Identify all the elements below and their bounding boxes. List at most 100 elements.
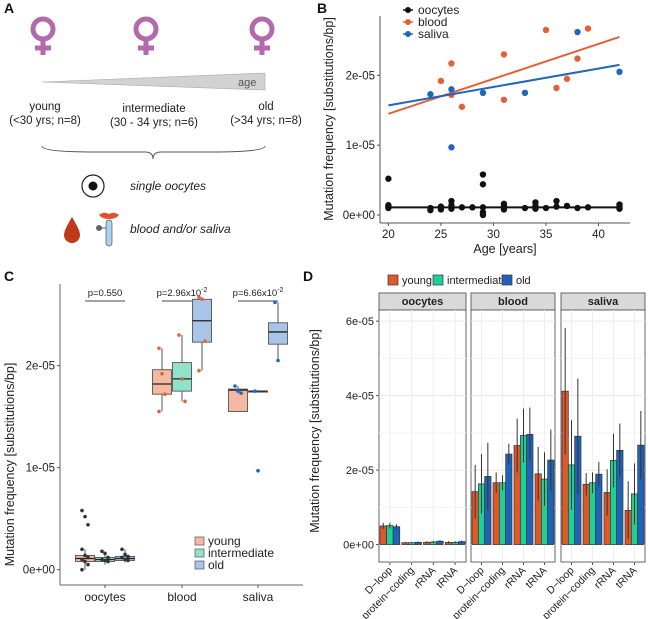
facet-label: oocytes	[402, 296, 444, 308]
legend-key	[432, 274, 444, 286]
bar	[498, 482, 507, 545]
panel-letter-b: B	[317, 0, 328, 16]
data-point	[86, 555, 90, 560]
data-point	[197, 295, 201, 300]
box-blood-intermediate	[172, 333, 192, 404]
legend-label: old	[516, 275, 531, 287]
series-saliva	[388, 28, 623, 151]
chart-c-boxplot: 0e+00 1e-05 2e-05 oocytes blood saliva Mutatio…	[3, 284, 303, 604]
group-label-intermediate: intermediate (30 - 34 yrs; n=6)	[98, 102, 210, 130]
legend-key	[501, 274, 513, 286]
legend-key	[387, 274, 399, 286]
legend-label: saliva	[418, 27, 449, 41]
data-point	[479, 211, 487, 219]
p-value-label: p=2.96x10-2	[157, 287, 208, 299]
box	[152, 369, 172, 395]
data-point	[80, 557, 84, 562]
data-point	[100, 557, 104, 562]
x-tick-label: 25	[435, 229, 448, 241]
group-detail: (<30 yrs; n=8)	[9, 115, 81, 127]
data-point	[553, 84, 560, 92]
female-symbol-icon	[249, 16, 275, 55]
x-tick-label: rRNA	[592, 565, 619, 592]
panel-letter-c: C	[4, 268, 15, 284]
x-tick-label: tRNA	[613, 565, 639, 591]
data-point	[103, 558, 107, 563]
legend-key	[194, 536, 205, 546]
x-tick-label: oocytes	[84, 590, 125, 604]
y-tick-label: 0e+00	[23, 565, 55, 577]
legend-label: young	[208, 534, 241, 548]
data-point	[197, 368, 201, 373]
data-point	[80, 567, 84, 572]
fit-line	[388, 36, 620, 115]
data-point	[83, 559, 87, 564]
group-name: intermediate	[122, 103, 186, 115]
age-label: age	[238, 77, 256, 89]
data-point	[80, 508, 84, 513]
p-value-label: p=0.550	[88, 288, 123, 299]
data-point	[236, 389, 240, 393]
box-oocytes-old	[115, 547, 135, 563]
x-tick-label: 20	[382, 229, 395, 241]
data-point	[180, 377, 184, 381]
female-symbol-icon	[133, 16, 159, 55]
data-point	[177, 333, 181, 337]
data-point	[106, 559, 110, 564]
chart-b-scatter: 0e+00 1e-05 2e-05 20 25 30 35 40 Age [years] Muta…	[322, 3, 630, 256]
data-point	[448, 86, 455, 93]
data-point	[273, 300, 277, 305]
data-point	[500, 51, 508, 58]
facet-panel	[378, 309, 467, 563]
data-point	[103, 551, 107, 556]
data-point	[126, 554, 130, 559]
data-point	[542, 26, 550, 34]
panel-letter-a: A	[4, 0, 15, 16]
data-point	[200, 297, 204, 302]
box	[172, 362, 192, 392]
data-point	[385, 175, 392, 182]
legend-label: intermediate	[208, 546, 274, 560]
legend-label: intermediate	[447, 275, 508, 287]
x-tick-label: rRNA	[412, 565, 439, 592]
data-point	[123, 552, 127, 557]
female-symbol-icon	[30, 16, 56, 55]
panel-a-graphics: age	[30, 16, 275, 247]
data-point	[86, 523, 90, 527]
group-label-old: old (>34 yrs; n=8)	[222, 100, 310, 128]
age-wedge	[41, 72, 266, 91]
data-point	[616, 68, 623, 76]
x-tick-label: rRNA	[502, 565, 529, 592]
data-point	[239, 391, 243, 395]
fit-line	[388, 63, 620, 107]
oocyte-icon	[81, 174, 105, 198]
box-oocytes-intermediate	[95, 549, 115, 565]
legend-label: young	[402, 275, 432, 287]
group-detail-text: >34 yrs; n=8)	[234, 115, 302, 127]
y-axis-title: Mutation frequency [substitutions/bp]	[3, 363, 17, 567]
data-point	[183, 399, 187, 404]
sample-label-oocytes: single oocytes	[130, 179, 207, 193]
data-point	[437, 77, 445, 85]
y-tick-label: 6e-05	[346, 316, 374, 328]
data-point	[120, 555, 124, 560]
data-point	[574, 55, 581, 62]
box	[228, 388, 248, 412]
legend-key	[194, 548, 205, 558]
data-point	[563, 75, 571, 83]
sample-label-blood-saliva: blood and/or saliva	[130, 222, 231, 236]
data-point	[448, 60, 455, 67]
data-point	[83, 514, 87, 519]
box-oocytes-young	[75, 508, 95, 572]
data-point	[276, 358, 280, 363]
data-point	[86, 562, 90, 567]
data-point	[479, 171, 487, 178]
y-tick-label: 1e-05	[26, 463, 55, 475]
y-tick-label: 2e-05	[346, 465, 374, 477]
data-point	[574, 28, 581, 36]
data-point	[458, 103, 466, 110]
box-blood-young	[152, 346, 172, 414]
legend-label: blood	[418, 15, 447, 29]
box-saliva-intermediate	[248, 389, 268, 473]
chart-d-barplot: young intermediate old Mutation frequency […	[308, 274, 646, 619]
